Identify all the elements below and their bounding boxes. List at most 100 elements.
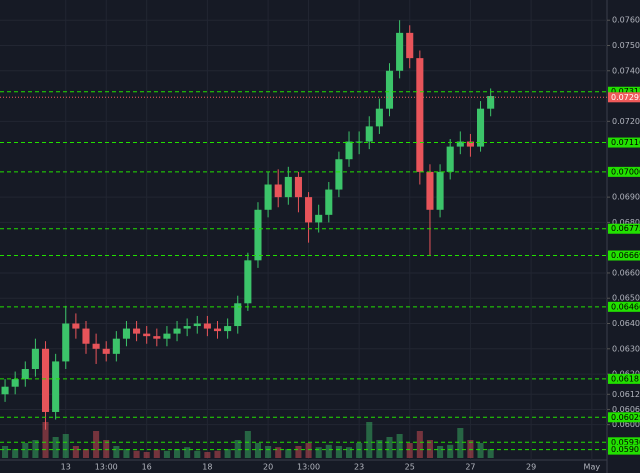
volume-bar xyxy=(335,446,342,458)
candle-body xyxy=(122,328,130,339)
candle-body xyxy=(82,328,90,344)
volume-bar xyxy=(275,447,282,458)
candle-body xyxy=(112,338,120,354)
volume-bar xyxy=(305,443,312,458)
volume-bar xyxy=(295,446,302,458)
current-price-box xyxy=(608,92,640,103)
y-tick-label: 0.066000 xyxy=(612,268,640,277)
volume-bar xyxy=(174,449,181,458)
x-tick-label: 29 xyxy=(526,463,536,472)
candle-body xyxy=(264,184,272,210)
candle-body xyxy=(426,171,434,210)
x-tick-label: 13 xyxy=(61,463,71,472)
candle-body xyxy=(244,260,252,304)
volume-bar xyxy=(22,443,29,458)
level-label: 0.061810 xyxy=(611,374,640,383)
volume-bar xyxy=(153,449,160,458)
y-tick-label: 0.072000 xyxy=(612,117,640,126)
volume-bar xyxy=(82,449,90,458)
volume-bar xyxy=(12,449,19,458)
x-tick-label: 18 xyxy=(202,463,212,472)
volume-bar xyxy=(325,444,332,458)
candle-body xyxy=(92,343,100,349)
candle-body xyxy=(345,141,353,160)
candle-body xyxy=(224,326,232,332)
level-label: 0.059010 xyxy=(611,445,640,454)
candle-body xyxy=(163,333,171,339)
candle-body xyxy=(72,323,80,329)
level-label: 0.059300 xyxy=(611,438,640,447)
volume-bar xyxy=(437,446,444,458)
level-label: 0.064660 xyxy=(611,302,640,311)
level-label-box xyxy=(608,373,640,384)
volume-bar xyxy=(214,450,221,458)
candle-body xyxy=(41,348,50,412)
candle-body xyxy=(31,348,39,370)
y-tick-label: 0.074000 xyxy=(612,66,640,75)
x-tick-label: May xyxy=(584,463,601,472)
volume-bar xyxy=(204,452,211,458)
y-tick-label: 0.069000 xyxy=(612,193,640,202)
candle-body xyxy=(284,176,292,198)
y-tick-label: 0.076000 xyxy=(612,16,640,25)
candle-body xyxy=(62,323,70,362)
level-label-box xyxy=(608,166,640,177)
candle-body xyxy=(203,323,211,329)
candle-body xyxy=(294,176,302,198)
volume-bar xyxy=(345,447,353,458)
volume-bar xyxy=(234,440,241,458)
candle-body xyxy=(1,386,9,395)
volume-bar xyxy=(467,440,474,458)
volume-bar xyxy=(356,443,363,458)
volume-bar xyxy=(133,450,140,458)
volume-bar xyxy=(93,431,100,458)
candle-body xyxy=(446,146,454,172)
candle-body xyxy=(213,328,222,332)
y-tick-label: 0.068000 xyxy=(612,218,640,227)
x-tick-label: 25 xyxy=(405,463,415,472)
volume-bar xyxy=(386,437,393,458)
x-tick-label: 13:00 xyxy=(95,463,118,472)
candle-body xyxy=(183,326,191,329)
y-tick-label: 0.063000 xyxy=(612,344,640,353)
level-label: 0.067750 xyxy=(611,224,640,233)
candle-body xyxy=(466,141,474,147)
volume-bar xyxy=(194,450,201,458)
level-label: 0.066690 xyxy=(611,251,640,260)
candle-body xyxy=(11,379,19,387)
candle-body xyxy=(143,333,151,337)
volume-bar xyxy=(32,440,39,458)
candle-body xyxy=(335,159,343,190)
candle-body xyxy=(396,32,404,71)
candle-body xyxy=(436,171,444,210)
x-tick-label: 27 xyxy=(465,463,475,472)
candle-body xyxy=(375,108,383,127)
volume-bar xyxy=(396,434,403,458)
volume-bar xyxy=(376,440,383,458)
volume-bar xyxy=(406,443,413,458)
volume-bar xyxy=(265,446,272,458)
y-tick-label: 0.075000 xyxy=(612,41,640,50)
y-tick-label: 0.061200 xyxy=(612,390,640,399)
level-label-box xyxy=(608,444,640,455)
volume-bar xyxy=(366,422,373,458)
volume-bar xyxy=(72,446,79,458)
level-label-box xyxy=(608,137,640,148)
candle-body xyxy=(477,108,485,147)
candle-body xyxy=(153,336,161,339)
candle-body xyxy=(254,209,262,261)
volume-bar xyxy=(244,431,251,458)
level-label-box xyxy=(608,437,640,448)
candle-body xyxy=(325,189,333,215)
candle-body xyxy=(456,141,464,147)
x-tick-label: 23 xyxy=(354,463,364,472)
y-tick-label: 0.060600 xyxy=(612,405,640,414)
volume-bar xyxy=(143,452,150,458)
volume-bar xyxy=(224,449,231,458)
level-label-box xyxy=(608,86,640,97)
candle-body xyxy=(365,126,373,142)
volume-bar xyxy=(163,450,170,458)
volume-bar xyxy=(477,443,484,458)
level-label: 0.073170 xyxy=(611,87,640,96)
candle-body xyxy=(173,328,181,334)
